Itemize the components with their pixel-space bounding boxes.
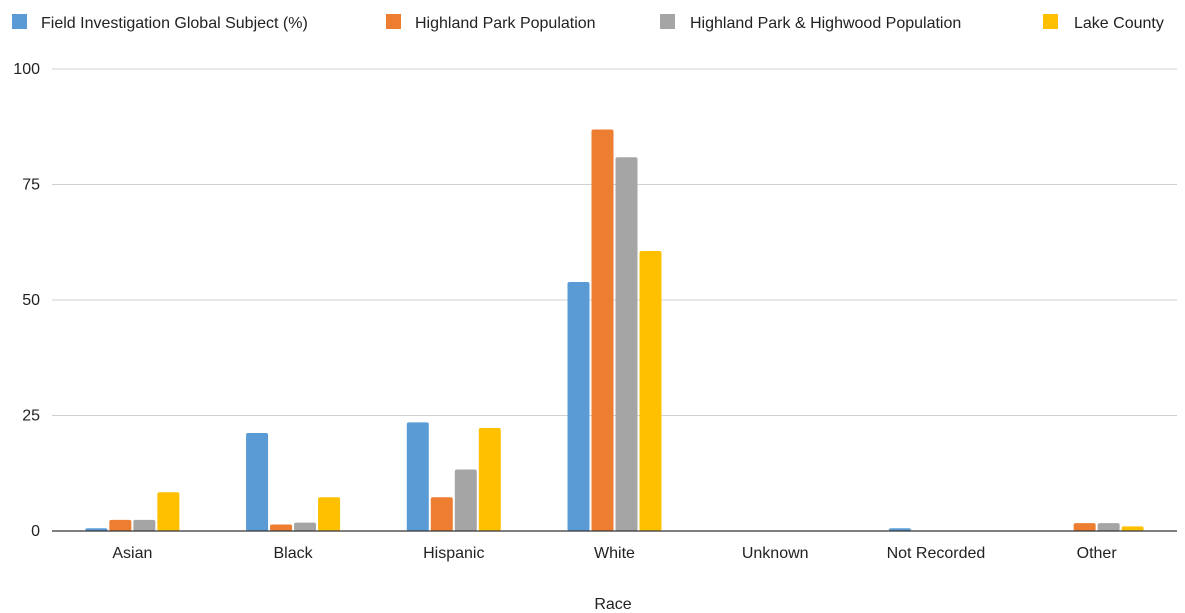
legend-label-series-1: Field Investigation Global Subject (%): [41, 15, 308, 32]
bar-white-series-2: [591, 129, 614, 531]
bar-black-series-3: [294, 522, 317, 531]
legend: Field Investigation Global Subject (%) H…: [12, 14, 1164, 32]
bar-asian-series-2: [109, 519, 132, 531]
x-tick-label: Asian: [112, 545, 152, 562]
bar-asian-series-4: [157, 492, 180, 531]
gridlines: [52, 68, 1177, 416]
bar-other-series-2: [1073, 523, 1096, 531]
bar-white-series-4: [639, 251, 662, 531]
x-axis-title: Race: [594, 596, 631, 613]
bar-black-series-4: [318, 497, 341, 531]
y-tick-label: 75: [22, 177, 40, 194]
x-tick-label: Not Recorded: [887, 545, 986, 562]
bar-hispanic-series-2: [430, 497, 453, 531]
legend-label-series-2: Highland Park Population: [415, 15, 596, 32]
legend-swatch-series-3: [660, 14, 675, 29]
x-tick-label: Hispanic: [423, 545, 484, 562]
bar-hispanic-series-1: [406, 422, 429, 531]
bar-black-series-1: [246, 433, 269, 531]
bar-asian-series-1: [85, 528, 108, 531]
bar-white-series-1: [567, 281, 590, 531]
legend-swatch-series-2: [386, 14, 401, 29]
bar-hispanic-series-3: [454, 469, 477, 531]
bar-white-series-3: [615, 157, 638, 532]
y-tick-label: 0: [31, 523, 40, 540]
bar-other-series-3: [1097, 523, 1120, 531]
bar-black-series-2: [270, 524, 293, 531]
y-tick-label: 25: [22, 408, 40, 425]
bar-not-recorded-series-1: [888, 528, 911, 531]
y-axis-ticks: 0 25 50 75 100: [13, 61, 40, 540]
x-tick-label: White: [594, 545, 635, 562]
bar-asian-series-3: [133, 519, 156, 531]
legend-swatch-series-4: [1043, 14, 1058, 29]
bar-hispanic-series-4: [478, 427, 501, 531]
x-tick-label: Black: [274, 545, 314, 562]
y-tick-label: 100: [13, 61, 40, 78]
legend-label-series-4: Lake County: [1074, 15, 1164, 32]
y-tick-label: 50: [22, 292, 40, 309]
x-tick-label: Other: [1077, 545, 1118, 562]
legend-swatch-series-1: [12, 14, 27, 29]
bars: [85, 129, 1144, 532]
x-tick-label: Unknown: [742, 545, 809, 562]
bar-other-series-4: [1121, 526, 1144, 531]
x-axis-ticks: Asian Black Hispanic White Unknown Not Record…: [112, 545, 1117, 562]
legend-label-series-3: Highland Park & Highwood Population: [690, 15, 961, 32]
